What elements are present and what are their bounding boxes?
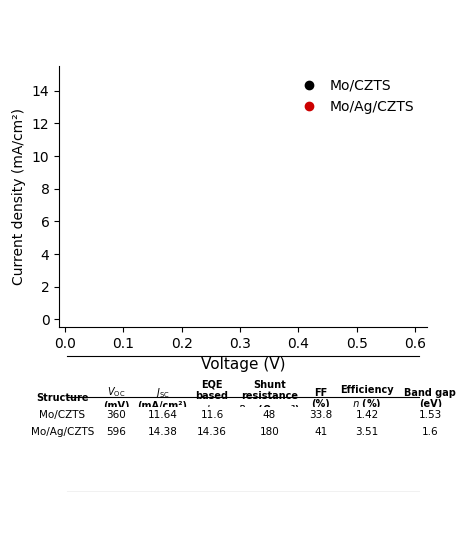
Legend: Mo/CZTS, Mo/Ag/CZTS: Mo/CZTS, Mo/Ag/CZTS bbox=[289, 74, 419, 119]
Y-axis label: Current density (mA/cm²): Current density (mA/cm²) bbox=[12, 108, 27, 285]
X-axis label: Voltage (V): Voltage (V) bbox=[201, 357, 285, 372]
